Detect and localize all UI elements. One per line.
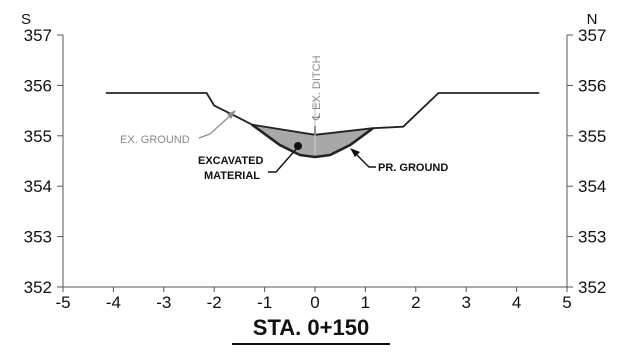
excavated-area-fill — [252, 124, 373, 157]
y-tick-label-left: 354 — [24, 177, 52, 196]
x-tick-label: 3 — [461, 293, 470, 312]
ditch-centerline-label: ℄ EX. DITCH — [311, 55, 323, 121]
y-tick-label-right: 353 — [578, 228, 606, 247]
y-tick-label-left: 357 — [24, 26, 52, 45]
x-tick-label: -2 — [207, 293, 222, 312]
excavated-material-label-line1: EXCAVATED — [198, 155, 263, 167]
existing-ground-line — [105, 92, 540, 136]
proposed-ground-label: PR. GROUND — [378, 162, 448, 174]
y-tick-label-right: 354 — [578, 177, 606, 196]
proposed-ground-arrowhead — [350, 148, 360, 157]
direction-right: N — [587, 11, 598, 28]
existing-ground-label: EX. GROUND — [120, 134, 190, 146]
y-tick-label-left: 355 — [24, 127, 52, 146]
x-tick-label: 1 — [361, 293, 370, 312]
x-axis-ticks: -5 -4 -3 -2 -1 0 1 2 3 4 5 — [55, 287, 572, 312]
excavated-material-dot — [294, 142, 302, 150]
x-tick-label: 4 — [512, 293, 521, 312]
x-tick-label: -5 — [55, 293, 70, 312]
excavated-material-leader — [268, 146, 299, 173]
existing-ground-leader — [198, 113, 233, 139]
proposed-ground-line — [251, 123, 374, 159]
station-title: STA. 0+150 — [232, 314, 390, 345]
y-axis-ticks-left: 352 353 354 355 356 357 — [24, 26, 63, 297]
y-tick-label-left: 352 — [24, 278, 52, 297]
y-tick-label-right: 352 — [578, 278, 606, 297]
y-tick-label-right: 357 — [578, 26, 606, 45]
y-axis-ticks-right: 352 353 354 355 356 357 — [567, 26, 606, 297]
excavated-material-label-line2: MATERIAL — [204, 170, 260, 182]
x-tick-label: 2 — [411, 293, 420, 312]
direction-left: S — [21, 11, 31, 28]
proposed-ground-leader — [354, 152, 376, 168]
y-tick-label-right: 355 — [578, 127, 606, 146]
x-tick-label: -1 — [257, 293, 272, 312]
y-tick-label-left: 356 — [24, 76, 52, 95]
x-tick-label: -4 — [106, 293, 121, 312]
existing-ground-arrowhead — [227, 110, 236, 119]
x-tick-label: -3 — [156, 293, 171, 312]
y-tick-label-left: 353 — [24, 228, 52, 247]
x-tick-label: 5 — [562, 293, 571, 312]
x-tick-label: 0 — [310, 293, 319, 312]
y-tick-label-right: 356 — [578, 76, 606, 95]
